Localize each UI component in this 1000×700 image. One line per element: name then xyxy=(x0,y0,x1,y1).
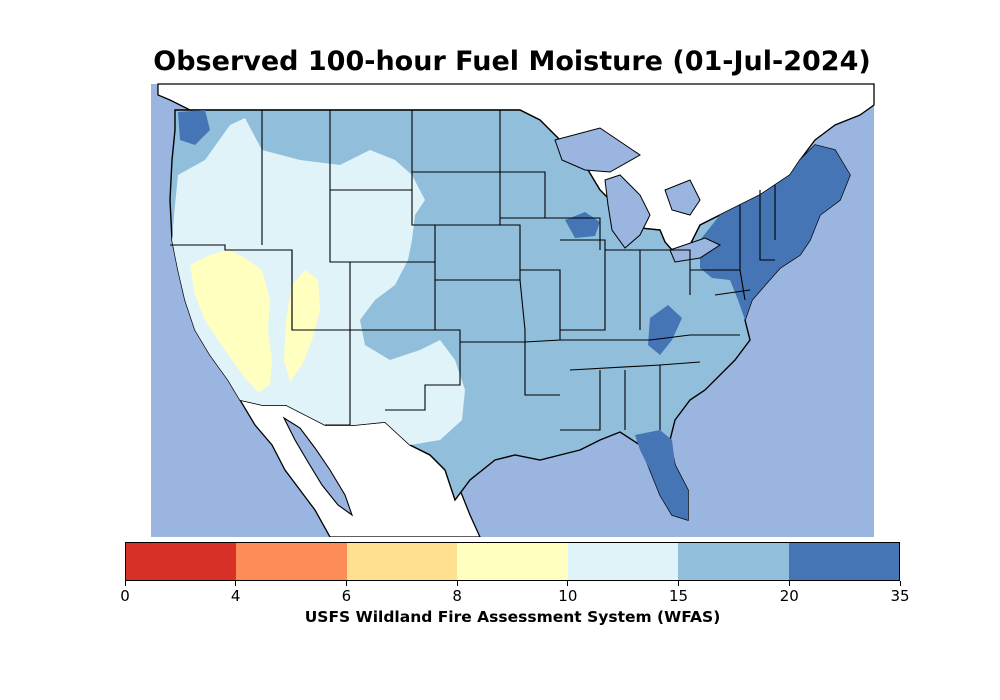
colorbar-tick: 35 xyxy=(890,581,910,605)
moisture-zone-20-35-washington xyxy=(178,110,210,145)
colorbar-bin-8-10 xyxy=(457,543,568,580)
moisture-zone-8-10-california xyxy=(190,250,272,392)
great-lakes xyxy=(554,127,722,263)
colorbar-label: USFS Wildland Fire Assessment System (WF… xyxy=(304,608,721,626)
colorbar-tick: 8 xyxy=(452,581,462,605)
colorbar-tick: 20 xyxy=(780,581,799,605)
moisture-zone-20-35-appalachia xyxy=(648,305,682,355)
map-frame-bottom xyxy=(140,537,880,540)
colorbar-tick: 0 xyxy=(120,581,130,605)
moisture-zone-8-10-arizona xyxy=(284,270,320,382)
colorbar-tick: 4 xyxy=(231,581,240,605)
moisture-zone-20-35-florida xyxy=(635,430,688,520)
colorbar-bin-6-8 xyxy=(346,543,458,580)
colorbar-tick: 10 xyxy=(558,581,577,605)
colorbar-bin-0-4 xyxy=(126,543,237,580)
colorbar-bin-20-35 xyxy=(788,543,899,580)
map-title: Observed 100-hour Fuel Moisture (01-Jul-… xyxy=(153,46,871,77)
colorbar-tick: 15 xyxy=(669,581,688,605)
colorbar-tick: 6 xyxy=(342,581,351,605)
colorbar xyxy=(125,542,900,581)
colorbar-bin-10-15 xyxy=(567,543,679,580)
state-borders xyxy=(170,110,776,431)
colorbar-ticks: 0 4 6 8 10 15 20 35 xyxy=(120,581,910,611)
gulf-of-california xyxy=(282,416,354,517)
colorbar-bin-15-20 xyxy=(678,543,789,580)
fuel-moisture-map xyxy=(140,83,880,540)
colorbar-bin-4-6 xyxy=(236,543,347,580)
